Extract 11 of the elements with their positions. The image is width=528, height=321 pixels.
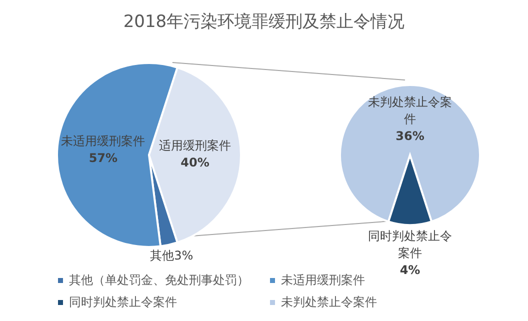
data-label: 未判处禁止令案件 36% <box>368 95 452 144</box>
legend-label: 未适用缓刑案件 <box>280 272 365 289</box>
legend-label: 同时判处禁止令案件 <box>68 294 177 311</box>
data-label: 未适用缓刑案件 57% <box>61 134 146 166</box>
chart-title: 2018年污染环境罪缓刑及禁止令情况 <box>122 11 406 33</box>
data-label: 同时判处禁止令案件 4% <box>368 229 452 278</box>
pie-slice <box>339 84 481 223</box>
legend-label: 其他（单处罚金、免处刑事处罚） <box>68 272 249 289</box>
legend-label: 未判处禁止令案件 <box>280 294 377 311</box>
data-label: 其他3% <box>150 248 194 263</box>
data-label: 适用缓刑案件 40% <box>159 138 231 170</box>
